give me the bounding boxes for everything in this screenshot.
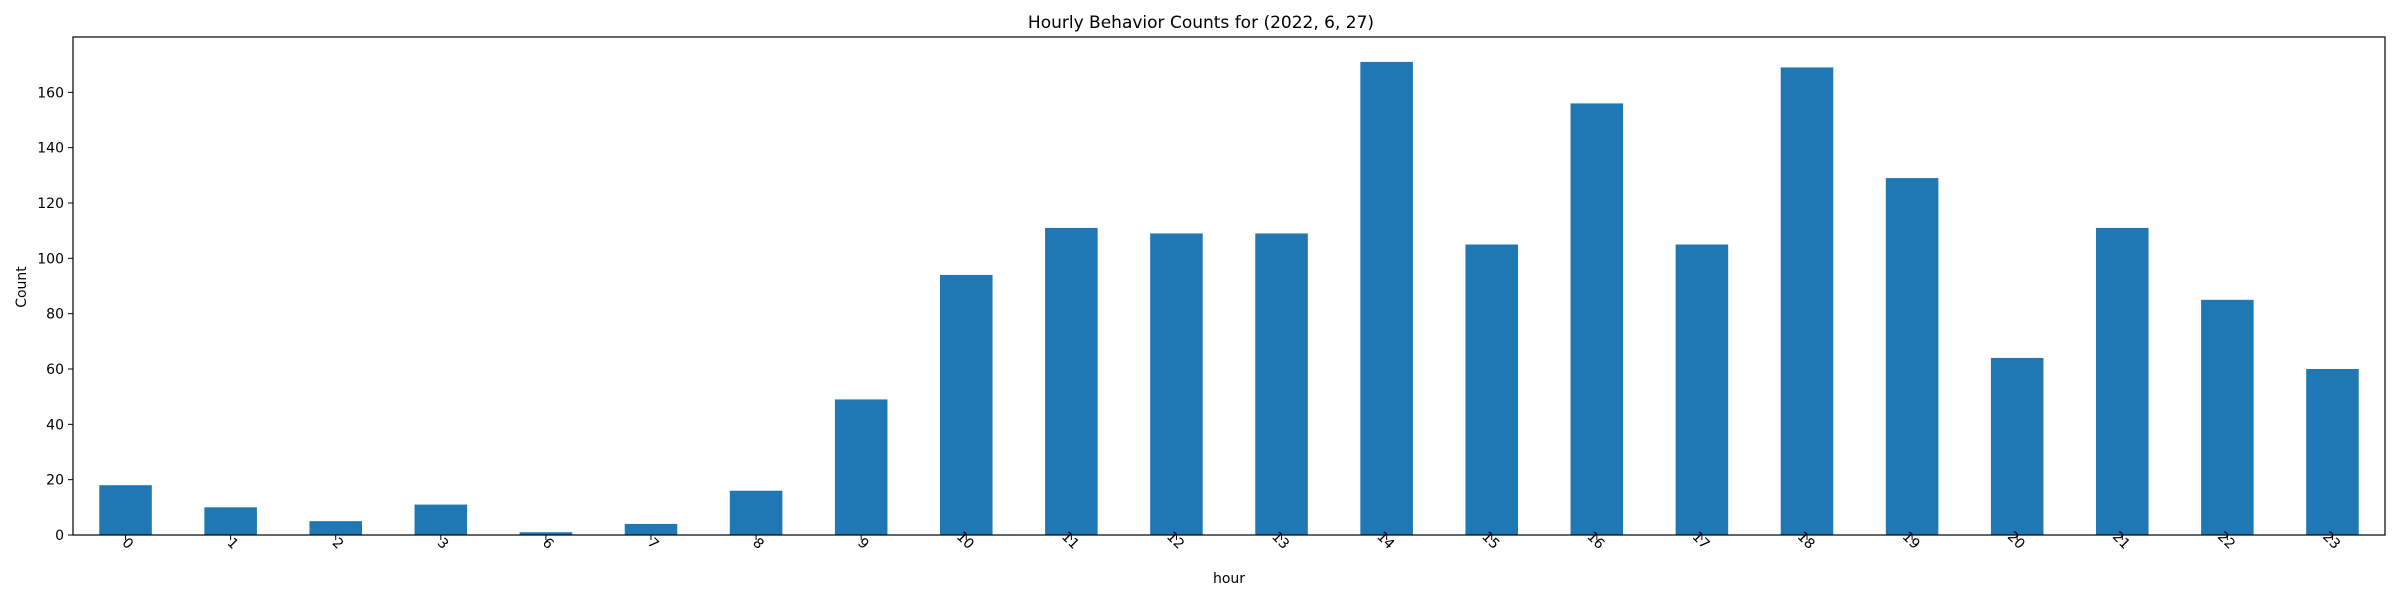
bar-hour-19 (1885, 178, 1939, 535)
bar-hour-23 (2306, 369, 2359, 535)
bar-hour-9 (834, 399, 888, 535)
bar-hour-15 (1465, 244, 1518, 535)
bars-layer (99, 61, 2359, 536)
x-tick-label: 8 (749, 535, 767, 553)
y-tick-label: 40 (46, 417, 64, 433)
bar-hour-7 (624, 523, 678, 535)
x-tick-label: 0 (119, 535, 137, 553)
x-tick-label: 7 (644, 535, 662, 553)
x-tick-label: 6 (539, 535, 557, 553)
bar-hour-10 (940, 274, 993, 535)
x-axis-title: hour (1213, 571, 1245, 587)
x-tick-label: 3 (434, 535, 452, 553)
bar-hour-16 (1570, 103, 1624, 536)
bar-hour-1 (204, 507, 257, 535)
bar-hour-2 (309, 521, 362, 535)
bar-hour-11 (1045, 227, 1098, 535)
y-axis: 0 20 40 60 80 100 120 140 160 (37, 85, 73, 544)
bar-hour-21 (2096, 227, 2149, 535)
bar-hour-18 (1780, 67, 1834, 535)
y-axis-title: Count (14, 266, 30, 308)
bar-hour-14 (1360, 61, 1413, 536)
bar-hour-13 (1255, 233, 1308, 535)
y-tick-label: 100 (37, 251, 64, 267)
plot-frame (72, 36, 2386, 536)
bar-hour-17 (1675, 244, 1729, 535)
y-tick-label: 80 (46, 307, 64, 323)
y-tick-label: 0 (55, 528, 64, 544)
y-tick-label: 140 (37, 141, 64, 157)
y-tick-label: 60 (46, 362, 64, 378)
bar-hour-8 (729, 490, 783, 535)
x-tick-label: 9 (854, 535, 872, 553)
bar-hour-12 (1150, 233, 1203, 535)
bar-hour-20 (1990, 357, 2044, 535)
bar-hour-6 (519, 532, 573, 535)
x-tick-label: 1 (224, 535, 242, 553)
chart-title: Hourly Behavior Counts for (2022, 6, 27) (1028, 13, 1374, 33)
bar-hour-3 (414, 504, 468, 535)
y-tick-label: 20 (46, 473, 64, 489)
y-tick-label: 120 (37, 196, 64, 212)
y-tick-label: 160 (37, 85, 64, 101)
bar-hour-22 (2201, 299, 2254, 535)
bar-hour-0 (99, 485, 152, 535)
x-tick-label: 2 (329, 535, 347, 553)
